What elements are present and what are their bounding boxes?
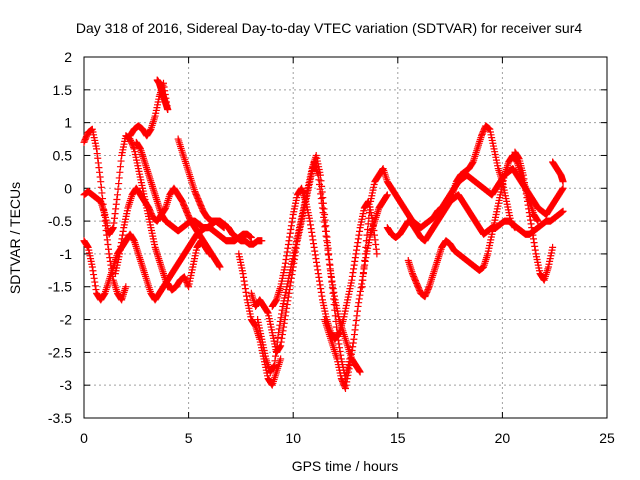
axis-ticks: 0 5 10 15 20 25 -3.5 -3 -2.5 -2 -1.5 -1 -0.5 0 0.5 1 1.5… xyxy=(48,49,615,446)
series-track-19 xyxy=(511,148,557,284)
x-tick-label: 10 xyxy=(285,430,301,446)
y-tick-label: -3.5 xyxy=(48,410,72,426)
data-point xyxy=(164,106,172,114)
y-axis-label: SDTVAR / TECUs xyxy=(7,182,23,294)
data-point xyxy=(362,243,370,251)
data-points xyxy=(80,76,567,392)
y-tick-label: -2 xyxy=(60,312,73,328)
series-track-6 xyxy=(153,76,172,114)
y-tick-label: 0.5 xyxy=(53,147,73,163)
data-point xyxy=(277,355,285,363)
x-tick-label: 5 xyxy=(185,430,193,446)
y-tick-label: 2 xyxy=(64,49,72,65)
data-point xyxy=(559,184,567,192)
series-track-2 xyxy=(80,125,130,304)
y-tick-label: 1.5 xyxy=(53,82,73,98)
data-point xyxy=(206,250,214,258)
data-point xyxy=(511,224,519,232)
data-point xyxy=(220,224,228,232)
y-tick-label: -3 xyxy=(60,377,73,393)
data-point xyxy=(258,237,266,245)
series-track-9 xyxy=(164,237,214,294)
series-track-18 xyxy=(448,122,519,232)
x-tick-label: 25 xyxy=(599,430,615,446)
series-track-8 xyxy=(174,135,228,232)
y-tick-label: 1 xyxy=(64,115,72,131)
data-point xyxy=(216,263,224,271)
x-tick-label: 20 xyxy=(495,430,511,446)
series-track-20 xyxy=(549,158,567,186)
data-point xyxy=(247,234,255,241)
data-point xyxy=(559,178,567,186)
data-point xyxy=(373,250,381,258)
y-tick-label: -1.5 xyxy=(48,279,72,295)
y-tick-label: -2.5 xyxy=(48,344,72,360)
data-point xyxy=(361,250,369,258)
y-tick-label: -0.5 xyxy=(48,213,72,229)
chart-title: Day 318 of 2016, Sidereal Day-to-day VTE… xyxy=(76,20,582,36)
data-point xyxy=(360,263,368,271)
data-point xyxy=(356,368,364,376)
data-point xyxy=(359,276,367,284)
data-point xyxy=(358,283,366,291)
y-tick-label: 0 xyxy=(64,180,72,196)
x-axis-label: GPS time / hours xyxy=(292,458,399,474)
series-track-16 xyxy=(383,191,567,245)
data-point xyxy=(549,243,557,251)
y-tick-label: -1 xyxy=(60,246,73,262)
data-point xyxy=(383,191,391,199)
series-track-7 xyxy=(132,138,266,248)
data-point xyxy=(359,270,367,278)
x-tick-label: 0 xyxy=(80,430,88,446)
data-point xyxy=(534,217,542,225)
data-point xyxy=(559,207,567,215)
x-tick-label: 15 xyxy=(390,430,406,446)
data-point xyxy=(122,283,130,291)
data-point xyxy=(361,256,369,264)
series-track-15 xyxy=(358,165,567,291)
